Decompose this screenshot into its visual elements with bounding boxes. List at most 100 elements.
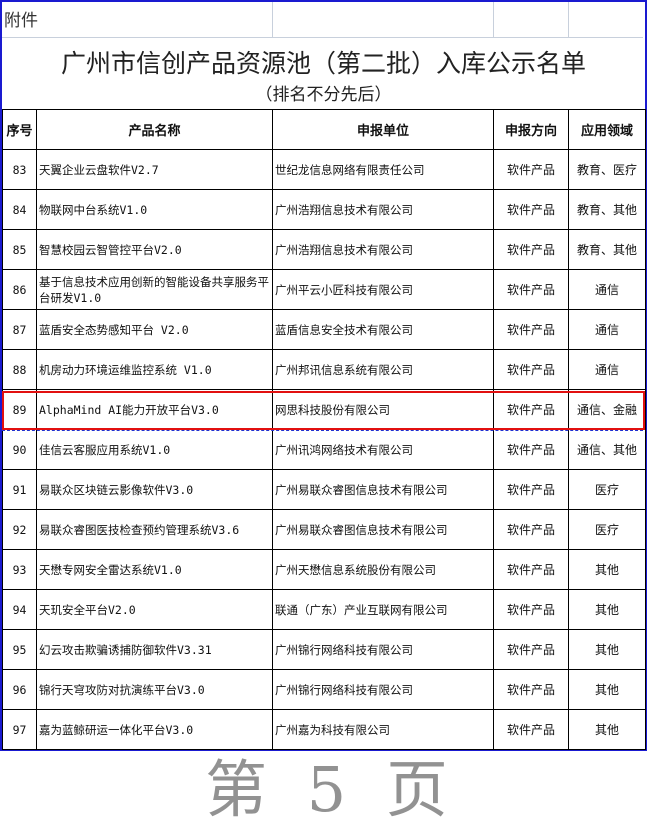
gridline bbox=[493, 2, 494, 37]
row-direction: 软件产品 bbox=[493, 429, 569, 470]
page-watermark: 第 5 页 bbox=[205, 753, 458, 826]
row-no: 85 bbox=[2, 229, 37, 270]
table-header-row: 序号 产品名称 申报单位 申报方向 应用领域 bbox=[2, 109, 646, 150]
table-row: 83 天翼企业云盘软件V2.7 世纪龙信息网络有限责任公司 软件产品 教育、医疗 bbox=[2, 149, 646, 190]
row-direction: 软件产品 bbox=[493, 309, 569, 350]
attachment-label: 附件 bbox=[4, 11, 38, 31]
row-product: 幻云攻击欺骗诱捕防御软件V3.31 bbox=[36, 629, 273, 670]
row-product: 智慧校园云智管控平台V2.0 bbox=[36, 229, 273, 270]
product-table: 序号 产品名称 申报单位 申报方向 应用领域 83 天翼企业云盘软件V2.7 世纪龙… bbox=[2, 109, 646, 750]
row-company: 广州易联众睿图信息技术有限公司 bbox=[272, 469, 494, 510]
row-direction: 软件产品 bbox=[493, 509, 569, 550]
table-row: 86 基于信息技术应用创新的智能设备共享服务平台研发V1.0 广州平云小匠科技有限公… bbox=[2, 269, 646, 310]
row-direction: 软件产品 bbox=[493, 149, 569, 190]
row-product: 嘉为蓝鲸研运一体化平台V3.0 bbox=[36, 709, 273, 750]
selection-dashed-line bbox=[2, 430, 643, 431]
row-direction: 软件产品 bbox=[493, 589, 569, 630]
page-subtitle: （排名不分先后） bbox=[255, 85, 392, 105]
header-company: 申报单位 bbox=[272, 109, 494, 150]
row-no: 86 bbox=[2, 269, 37, 310]
row-product: 天翼企业云盘软件V2.7 bbox=[36, 149, 273, 190]
row-product: 易联众睿图医技检查预约管理系统V3.6 bbox=[36, 509, 273, 550]
row-product: 天懋专网安全雷达系统V1.0 bbox=[36, 549, 273, 590]
row-company: 广州平云小匠科技有限公司 bbox=[272, 269, 494, 310]
row-product: 物联网中台系统V1.0 bbox=[36, 189, 273, 230]
row-no: 88 bbox=[2, 349, 37, 390]
row-direction: 软件产品 bbox=[493, 629, 569, 670]
row-no: 84 bbox=[2, 189, 37, 230]
table-row: 93 天懋专网安全雷达系统V1.0 广州天懋信息系统股份有限公司 软件产品 其他 bbox=[2, 549, 646, 590]
row-product: 锦行天穹攻防对抗演练平台V3.0 bbox=[36, 669, 273, 710]
gridline bbox=[272, 2, 273, 37]
row-no: 95 bbox=[2, 629, 37, 670]
row-company: 广州锦行网络科技有限公司 bbox=[272, 669, 494, 710]
row-field: 其他 bbox=[568, 589, 646, 630]
header-product: 产品名称 bbox=[36, 109, 273, 150]
row-direction: 软件产品 bbox=[493, 709, 569, 750]
row-no: 94 bbox=[2, 589, 37, 630]
row-field: 通信、其他 bbox=[568, 429, 646, 470]
row-product: 易联众区块链云影像软件V3.0 bbox=[36, 469, 273, 510]
row-company: 世纪龙信息网络有限责任公司 bbox=[272, 149, 494, 190]
row-direction: 软件产品 bbox=[493, 269, 569, 310]
row-field: 通信、金融 bbox=[568, 389, 646, 430]
row-field: 教育、其他 bbox=[568, 189, 646, 230]
table-row: 85 智慧校园云智管控平台V2.0 广州浩翔信息技术有限公司 软件产品 教育、其他 bbox=[2, 229, 646, 270]
table-row: 91 易联众区块链云影像软件V3.0 广州易联众睿图信息技术有限公司 软件产品 医疗 bbox=[2, 469, 646, 510]
page-title: 广州市信创产品资源池（第二批）入库公示名单 bbox=[60, 49, 586, 78]
row-direction: 软件产品 bbox=[493, 549, 569, 590]
row-direction: 软件产品 bbox=[493, 669, 569, 710]
row-company: 广州天懋信息系统股份有限公司 bbox=[272, 549, 494, 590]
header-direction: 申报方向 bbox=[493, 109, 569, 150]
row-field: 教育、医疗 bbox=[568, 149, 646, 190]
row-product: 佳信云客服应用系统V1.0 bbox=[36, 429, 273, 470]
row-company: 广州浩翔信息技术有限公司 bbox=[272, 229, 494, 270]
row-field: 其他 bbox=[568, 549, 646, 590]
row-field: 通信 bbox=[568, 269, 646, 310]
row-field: 通信 bbox=[568, 349, 646, 390]
row-company: 广州浩翔信息技术有限公司 bbox=[272, 189, 494, 230]
header-no: 序号 bbox=[2, 109, 37, 150]
table-row-highlighted: 89 AlphaMind AI能力开放平台V3.0 网思科技股份有限公司 软件产品 通信… bbox=[2, 389, 646, 430]
row-company: 广州锦行网络科技有限公司 bbox=[272, 629, 494, 670]
row-direction: 软件产品 bbox=[493, 189, 569, 230]
row-product: 蓝盾安全态势感知平台 V2.0 bbox=[36, 309, 273, 350]
table-row: 96 锦行天穹攻防对抗演练平台V3.0 广州锦行网络科技有限公司 软件产品 其他 bbox=[2, 669, 646, 710]
table-row: 88 机房动力环境运维监控系统 V1.0 广州邦讯信息系统有限公司 软件产品 通信 bbox=[2, 349, 646, 390]
table-row: 97 嘉为蓝鲸研运一体化平台V3.0 广州嘉为科技有限公司 软件产品 其他 bbox=[2, 709, 646, 750]
row-company: 联通（广东）产业互联网有限公司 bbox=[272, 589, 494, 630]
row-no: 83 bbox=[2, 149, 37, 190]
row-company: 广州易联众睿图信息技术有限公司 bbox=[272, 509, 494, 550]
row-field: 其他 bbox=[568, 669, 646, 710]
row-field: 教育、其他 bbox=[568, 229, 646, 270]
table-row: 95 幻云攻击欺骗诱捕防御软件V3.31 广州锦行网络科技有限公司 软件产品 其他 bbox=[2, 629, 646, 670]
table-row: 90 佳信云客服应用系统V1.0 广州讯鸿网络技术有限公司 软件产品 通信、其他 bbox=[2, 429, 646, 470]
row-direction: 软件产品 bbox=[493, 389, 569, 430]
row-product: 机房动力环境运维监控系统 V1.0 bbox=[36, 349, 273, 390]
row-no: 91 bbox=[2, 469, 37, 510]
row-company: 广州嘉为科技有限公司 bbox=[272, 709, 494, 750]
row-field: 其他 bbox=[568, 709, 646, 750]
header-field: 应用领域 bbox=[568, 109, 646, 150]
gridline bbox=[568, 2, 569, 37]
sheet-frame bbox=[0, 0, 647, 751]
row-no: 96 bbox=[2, 669, 37, 710]
row-no: 97 bbox=[2, 709, 37, 750]
row-field: 医疗 bbox=[568, 509, 646, 550]
table-row: 92 易联众睿图医技检查预约管理系统V3.6 广州易联众睿图信息技术有限公司 软件产品… bbox=[2, 509, 646, 550]
row-company: 蓝盾信息安全技术有限公司 bbox=[272, 309, 494, 350]
table-row: 94 天玑安全平台V2.0 联通（广东）产业互联网有限公司 软件产品 其他 bbox=[2, 589, 646, 630]
row-product: 基于信息技术应用创新的智能设备共享服务平台研发V1.0 bbox=[36, 269, 273, 310]
row-direction: 软件产品 bbox=[493, 349, 569, 390]
row-no: 90 bbox=[2, 429, 37, 470]
row-no: 87 bbox=[2, 309, 37, 350]
row-direction: 软件产品 bbox=[493, 469, 569, 510]
row-no: 92 bbox=[2, 509, 37, 550]
row-no: 93 bbox=[2, 549, 37, 590]
table-row: 87 蓝盾安全态势感知平台 V2.0 蓝盾信息安全技术有限公司 软件产品 通信 bbox=[2, 309, 646, 350]
row-field: 其他 bbox=[568, 629, 646, 670]
gridline bbox=[2, 37, 643, 38]
highlight-box bbox=[2, 391, 645, 430]
table-row: 84 物联网中台系统V1.0 广州浩翔信息技术有限公司 软件产品 教育、其他 bbox=[2, 189, 646, 230]
row-company: 广州邦讯信息系统有限公司 bbox=[272, 349, 494, 390]
